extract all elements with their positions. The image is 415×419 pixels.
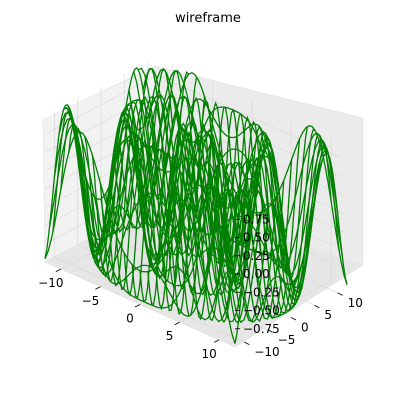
z-tick-label: −0.75: [243, 322, 280, 336]
x-tick-label: 10: [202, 347, 217, 361]
z-tick-label: 0.50: [243, 231, 270, 245]
y-tick-label: −10: [254, 345, 279, 359]
z-tick-label: 0.00: [243, 267, 270, 281]
y-tick-label: 10: [348, 296, 363, 310]
chart-title: wireframe: [175, 11, 241, 26]
z-tick-label: 0.25: [243, 249, 270, 263]
x-tick-label: 0: [126, 312, 134, 326]
x-tick-label: −10: [38, 276, 63, 290]
y-tick-label: 0: [301, 321, 309, 335]
z-tick-label: −0.50: [243, 304, 280, 318]
y-tick-label: −5: [278, 333, 296, 347]
z-tick-label: −0.25: [243, 285, 280, 299]
y-tick-label: 5: [324, 308, 332, 322]
x-tick-label: −5: [82, 294, 100, 308]
x-tick-label: 5: [166, 329, 174, 343]
z-tick-label: 0.75: [243, 212, 270, 226]
